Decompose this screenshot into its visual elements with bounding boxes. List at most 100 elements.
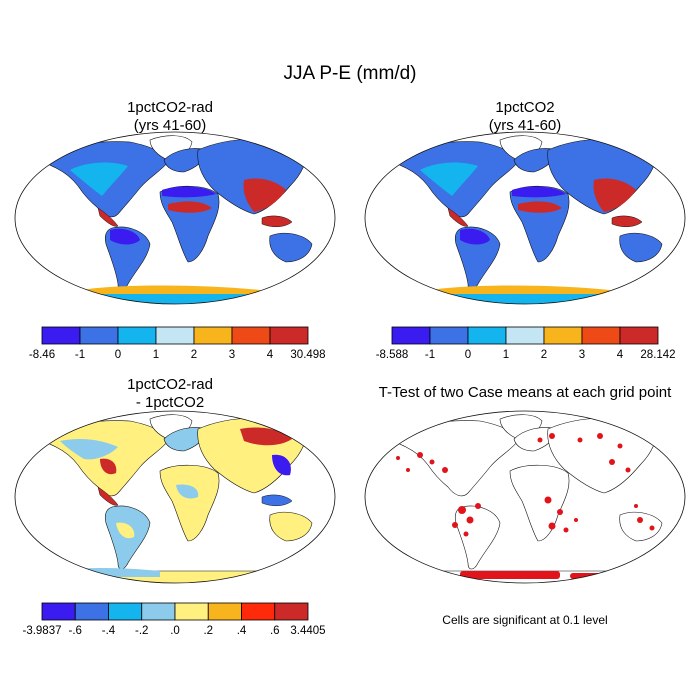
colorbar-tick-label: -.6 <box>69 625 82 637</box>
colorbar-tick-label: -1 <box>425 349 435 361</box>
significant-cell <box>458 506 466 514</box>
significant-cell <box>617 443 623 449</box>
colorbar-tick-label: -.2 <box>135 625 148 637</box>
colorbar-swatch <box>174 602 209 621</box>
colorbar-tick-label: -1 <box>75 349 85 361</box>
significant-cells <box>396 433 655 579</box>
significant-cell <box>452 522 458 528</box>
asia-blue <box>272 454 291 476</box>
continents <box>365 414 685 583</box>
significant-cell <box>475 503 481 509</box>
map-outline <box>364 131 686 305</box>
colorbar-tick-label: 0 <box>465 349 471 361</box>
panel-title-line2: (yrs 41-60) <box>488 117 562 134</box>
antarctica <box>15 570 335 583</box>
significant-cell <box>463 531 469 537</box>
panel-title-difference: 1pctCO2-rad - 1pctCO2 <box>70 376 270 412</box>
south-america-patch <box>116 522 135 539</box>
amazon-region <box>460 228 490 245</box>
colorbar-swatch <box>193 326 233 345</box>
colorbar-tick-label: 1 <box>503 349 509 361</box>
panel-title-1pctco2-rad: 1pctCO2-rad (yrs 41-60) <box>70 99 270 135</box>
central-america <box>97 207 119 227</box>
colorbar-tick-label: 3 <box>579 349 585 361</box>
panel-title-line2: - 1pctCO2 <box>135 394 205 411</box>
antarctica-edge <box>430 285 610 294</box>
colorbar-swatch <box>429 326 469 345</box>
sahara-band <box>162 186 216 198</box>
significant-cell <box>466 516 474 524</box>
continents <box>365 135 685 304</box>
significant-cell <box>396 456 400 460</box>
sahel-band <box>518 201 562 213</box>
colorbar-swatch <box>505 326 545 345</box>
colorbar-tick-label: 3.4405 <box>290 625 325 637</box>
panel-title-1pctco2: 1pctCO2 (yrs 41-60) <box>425 99 625 135</box>
maritime-continent <box>261 494 293 506</box>
colorbar-swatch <box>41 602 76 621</box>
colorbar-tick-label: .4 <box>237 625 247 637</box>
australia <box>269 232 313 263</box>
north-america-red <box>100 458 117 475</box>
colorbar-tick-label: 2 <box>191 349 197 361</box>
sahara-band <box>512 186 566 198</box>
significant-cell <box>574 518 578 522</box>
maritime-continent <box>611 215 643 227</box>
significant-cell <box>548 522 556 530</box>
maritime-continent <box>261 215 293 227</box>
colorbar-swatch <box>41 326 81 345</box>
significance-note: Cells are significant at 0.1 level <box>442 613 608 627</box>
colorbar-tick-label: 4 <box>617 349 624 361</box>
significant-cell <box>637 517 643 523</box>
north-america <box>389 420 519 497</box>
colorbar-swatch <box>391 326 431 345</box>
panel-title-line1: 1pctCO2 <box>495 99 555 116</box>
colorbar-tick-label: 28.142 <box>640 349 675 361</box>
colorbar-swatch <box>117 326 157 345</box>
significant-cell <box>634 504 638 508</box>
significant-cell <box>417 452 423 458</box>
colorbar-tick-label: .6 <box>270 625 280 637</box>
significant-cell <box>625 467 631 473</box>
colorbar-tick-label: 30.498 <box>290 349 325 361</box>
antarctica-edge <box>80 285 260 294</box>
panel-title-line1: 1pctCO2-rad <box>127 376 213 393</box>
continents <box>15 414 335 583</box>
colorbar-tick-label: -.4 <box>102 625 116 637</box>
significant-cell <box>563 527 569 533</box>
panel-title-ttest: T-Test of two Case means at each grid po… <box>355 384 695 402</box>
colorbar-tick-label: -3.9837 <box>22 625 61 637</box>
south-asia-monsoon <box>593 178 636 212</box>
significant-cell <box>549 433 555 439</box>
south-america <box>454 505 501 570</box>
panel-title-line2: (yrs 41-60) <box>133 117 207 134</box>
colorbar-swatch <box>241 602 276 621</box>
significant-cell <box>544 496 552 504</box>
africa <box>159 185 220 263</box>
north-america-interior <box>70 162 128 196</box>
antarctica-patch <box>40 568 160 577</box>
colorbar-swatch <box>467 326 507 345</box>
colorbar-tick-label: .2 <box>203 625 213 637</box>
colorbar-swatch <box>543 326 583 345</box>
colorbar-swatch <box>274 602 309 621</box>
north-america-patch <box>60 439 118 460</box>
colorbar-swatch <box>79 326 119 345</box>
significant-cell <box>406 468 410 472</box>
africa <box>509 464 570 542</box>
significant-cell <box>537 437 543 443</box>
north-america-interior <box>420 162 478 196</box>
africa <box>159 464 220 542</box>
map-outline <box>14 131 336 305</box>
north-america <box>39 420 169 497</box>
antarctica <box>365 291 685 304</box>
colorbar-swatch <box>581 326 621 345</box>
significant-cell <box>577 437 583 443</box>
significant-cell <box>609 459 615 465</box>
map-panel-difference <box>14 410 336 584</box>
colorbar-swatch <box>207 602 242 621</box>
colorbar-swatch <box>141 602 176 621</box>
colorbar-tick-label: 3 <box>229 349 235 361</box>
map-panel-1pctco2-rad <box>14 131 336 305</box>
